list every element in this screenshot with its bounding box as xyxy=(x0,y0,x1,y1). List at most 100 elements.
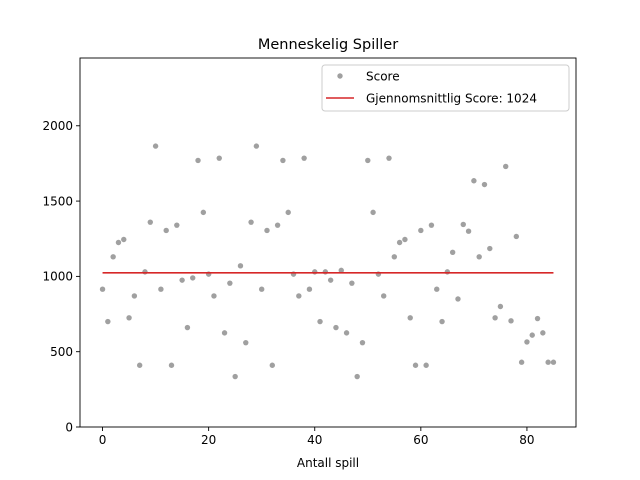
score-point xyxy=(174,222,180,228)
legend-label-average: Gjennomsnittlig Score: 1024 xyxy=(366,92,537,106)
score-point xyxy=(221,330,228,336)
score-point xyxy=(465,228,472,234)
score-point xyxy=(306,286,313,292)
score-point xyxy=(545,359,551,365)
x-tick-label: 40 xyxy=(307,433,322,447)
score-point xyxy=(237,263,244,269)
score-point xyxy=(365,157,371,164)
score-point xyxy=(168,362,175,368)
x-tick-label: 80 xyxy=(519,433,534,447)
score-point xyxy=(402,236,408,243)
score-point xyxy=(227,280,233,286)
score-point xyxy=(338,267,344,274)
score-point xyxy=(296,293,302,299)
plot-frame xyxy=(79,57,577,428)
score-point xyxy=(503,163,509,170)
score-point xyxy=(349,280,355,286)
score-point xyxy=(179,277,185,283)
score-point xyxy=(434,286,440,292)
x-tick-label: 60 xyxy=(413,433,428,447)
y-tick-label: 1500 xyxy=(42,194,73,208)
score-point xyxy=(253,143,260,149)
chart-title: Menneskelig Spiller xyxy=(258,37,398,53)
score-point xyxy=(152,143,159,149)
legend-marker-score xyxy=(337,73,343,79)
score-point xyxy=(121,236,127,243)
score-point xyxy=(476,254,482,260)
score-point xyxy=(216,155,222,161)
score-point xyxy=(391,254,398,260)
score-point xyxy=(455,296,461,302)
score-point xyxy=(269,362,275,368)
score-point xyxy=(529,332,535,338)
score-point xyxy=(158,286,164,292)
score-point xyxy=(301,155,307,161)
score-point xyxy=(481,181,488,188)
score-point xyxy=(492,315,498,321)
score-point xyxy=(163,227,169,234)
score-point xyxy=(243,339,249,346)
score-point xyxy=(327,277,334,283)
score-point xyxy=(126,315,132,321)
score-point xyxy=(354,373,360,380)
score-point xyxy=(412,362,419,368)
score-point xyxy=(322,269,329,275)
score-point xyxy=(312,269,318,275)
score-point xyxy=(359,339,366,346)
score-point xyxy=(131,293,138,299)
score-point xyxy=(184,324,191,331)
score-point xyxy=(280,157,286,164)
score-point xyxy=(471,178,477,184)
score-point xyxy=(487,245,493,252)
plot-area xyxy=(99,143,557,380)
y-tick-label: 500 xyxy=(50,345,73,359)
score-point xyxy=(333,324,339,331)
x-tick-label: 20 xyxy=(201,433,216,447)
score-point xyxy=(99,286,106,292)
x-axis-label: Antall spill xyxy=(297,456,359,470)
score-point xyxy=(386,155,392,161)
score-point xyxy=(264,227,270,234)
score-point xyxy=(381,293,387,299)
legend: Score Gjennomsnittlig Score: 1024 xyxy=(321,64,570,112)
score-point xyxy=(513,233,520,240)
y-tick-label: 2000 xyxy=(42,119,73,133)
score-point xyxy=(142,269,148,275)
score-point xyxy=(248,219,254,225)
score-point xyxy=(370,209,376,216)
score-point xyxy=(508,318,514,324)
score-point xyxy=(534,315,541,322)
score-point xyxy=(147,219,153,225)
score-point xyxy=(200,209,207,216)
score-point xyxy=(518,359,525,365)
score-point xyxy=(423,362,429,368)
score-point xyxy=(110,254,116,260)
score-point xyxy=(449,249,456,255)
score-point xyxy=(115,239,122,246)
y-tick-label: 0 xyxy=(65,420,73,434)
score-point xyxy=(136,362,143,368)
score-point xyxy=(285,209,291,216)
y-tick-label: 1000 xyxy=(42,270,73,284)
score-point xyxy=(317,318,323,325)
score-point xyxy=(343,330,350,336)
score-point xyxy=(105,318,111,325)
score-point xyxy=(460,221,466,228)
score-point xyxy=(232,373,238,380)
score-point xyxy=(258,286,265,292)
score-point xyxy=(190,275,196,281)
legend-box xyxy=(321,64,570,112)
axes: 0 20 40 60 80 0 500 1000 1500 2000 xyxy=(42,57,577,447)
score-point xyxy=(195,157,201,164)
score-point xyxy=(418,227,424,234)
score-point xyxy=(211,293,217,299)
score-point xyxy=(550,359,557,365)
score-point xyxy=(439,318,445,325)
score-point xyxy=(444,269,451,275)
score-point xyxy=(524,339,530,345)
score-point xyxy=(497,303,504,310)
score-point xyxy=(428,222,435,228)
score-point xyxy=(274,222,281,228)
score-point xyxy=(540,330,546,336)
